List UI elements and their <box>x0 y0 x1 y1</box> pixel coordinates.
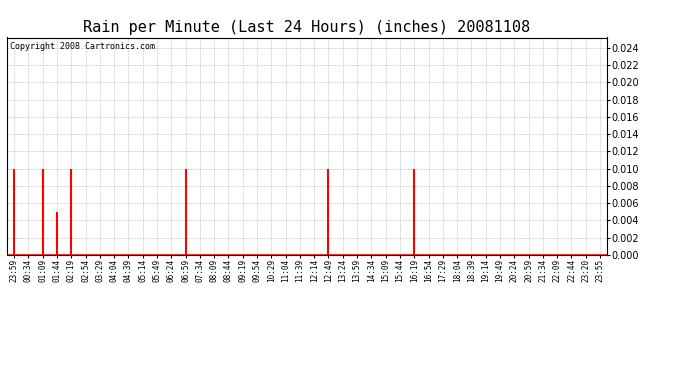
Title: Rain per Minute (Last 24 Hours) (inches) 20081108: Rain per Minute (Last 24 Hours) (inches)… <box>83 20 531 35</box>
Text: Copyright 2008 Cartronics.com: Copyright 2008 Cartronics.com <box>10 42 155 51</box>
